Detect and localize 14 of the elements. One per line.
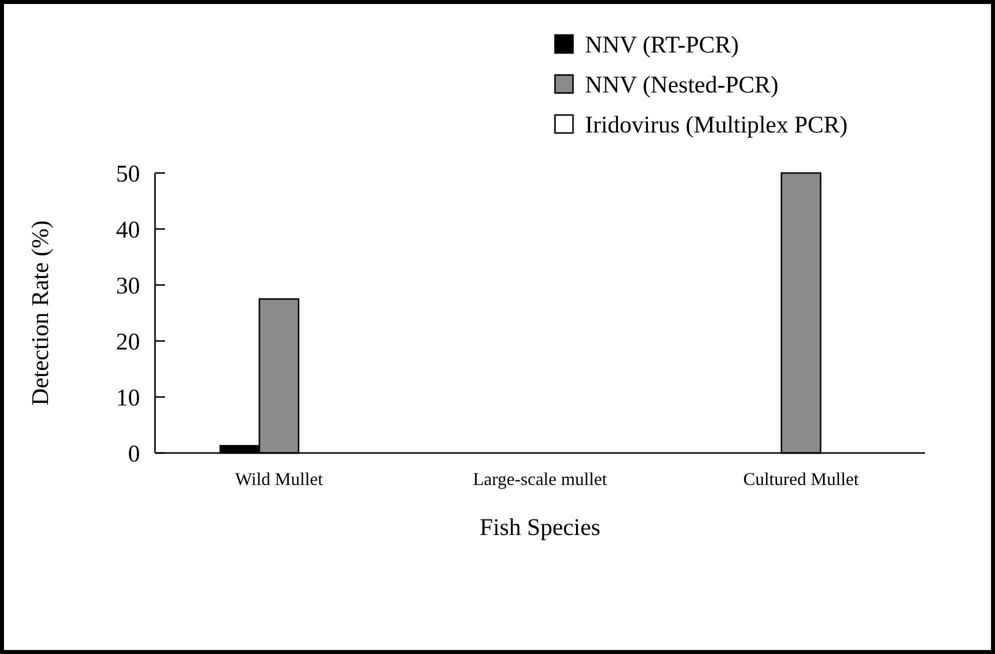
x-tick-label: Wild Mullet <box>235 469 323 489</box>
y-tick-label: 30 <box>116 273 140 300</box>
x-tick-label: Large-scale mullet <box>472 469 608 489</box>
legend-label: Iridovirus (Multiplex PCR) <box>585 112 848 138</box>
y-tick-label: 40 <box>116 217 140 244</box>
y-tick-label: 10 <box>116 385 140 412</box>
x-axis-title: Fish Species <box>480 515 600 541</box>
y-tick-label: 0 <box>128 441 140 468</box>
x-tick-label: Cultured Mullet <box>743 469 859 489</box>
legend-label: NNV (RT-PCR) <box>585 32 739 58</box>
y-tick-label: 50 <box>116 161 140 188</box>
y-tick-label: 20 <box>116 329 140 356</box>
y-axis-title: Detection Rate (%) <box>28 220 54 406</box>
legend-label: NNV (Nested-PCR) <box>585 72 779 98</box>
